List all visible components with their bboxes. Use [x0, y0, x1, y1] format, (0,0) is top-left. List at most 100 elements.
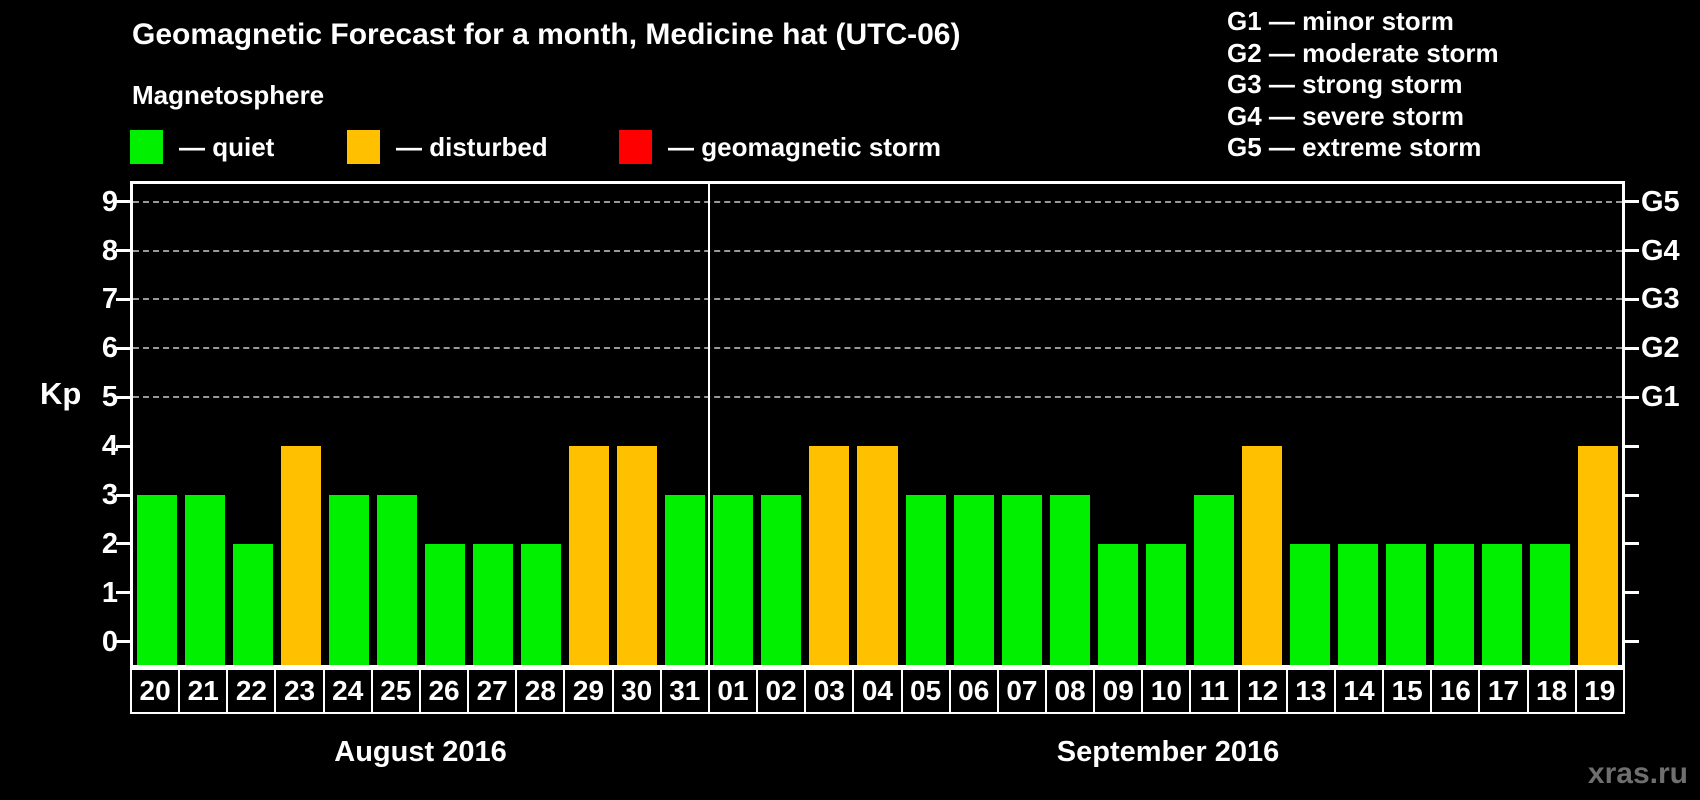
y-tick-label: 3	[101, 479, 118, 511]
day-label-27: 27	[467, 668, 518, 714]
kp-bar-day-26	[425, 543, 466, 665]
gridline-kp-8	[133, 249, 1622, 252]
kp-bar-day-22	[233, 543, 274, 665]
day-label-12: 12	[1237, 668, 1288, 714]
right-axis-label-g5: G5	[1641, 185, 1680, 218]
day-label-21: 21	[178, 668, 229, 714]
y-axis-title: Kp	[40, 376, 82, 411]
right-axis-label-g2: G2	[1641, 332, 1680, 365]
legend-item-label: — quiet	[179, 131, 275, 162]
kp-bar-day-23	[281, 446, 322, 665]
kp-bar-day-28	[521, 543, 562, 665]
kp-bar-day-04	[857, 446, 898, 665]
kp-bar-day-01	[713, 495, 754, 665]
y-axis-tick	[116, 200, 130, 204]
y-axis-tick	[116, 493, 130, 497]
day-label-06: 06	[948, 668, 999, 714]
y-axis-tick	[116, 249, 130, 252]
right-axis-tick	[1625, 493, 1639, 497]
storm-scale-entry: G1 — minor storm	[1227, 6, 1454, 36]
day-axis-row: 20 21 22 23 24 25 26 27 28 29 30 31 01 02 03 04 05 06 07 08…	[130, 668, 1625, 714]
kp-bar-day-24	[329, 495, 370, 665]
right-axis-tick	[1625, 249, 1639, 252]
kp-bar-day-05	[905, 495, 946, 665]
day-label-30: 30	[611, 668, 662, 714]
day-label-20: 20	[130, 668, 181, 714]
day-label-26: 26	[418, 668, 470, 714]
day-label-13: 13	[1285, 668, 1336, 714]
y-tick-label: 8	[101, 234, 118, 267]
y-tick-label: 4	[101, 430, 118, 463]
y-axis-tick	[116, 444, 130, 448]
chart-title: Geomagnetic Forecast for a month, Medici…	[132, 18, 961, 51]
right-axis-tick	[1625, 444, 1639, 448]
legend-heading: Magnetosphere	[132, 80, 325, 110]
y-axis-tick	[116, 297, 130, 301]
kp-bar-day-06	[953, 495, 994, 665]
y-tick-label: 6	[101, 332, 118, 365]
y-axis-tick	[116, 395, 130, 399]
month-divider	[708, 184, 711, 665]
kp-bar-day-15	[1385, 543, 1426, 665]
kp-bar-day-25	[377, 495, 418, 665]
legend-item-label: — disturbed	[396, 131, 548, 162]
kp-bar-day-20	[137, 495, 178, 665]
gridline-kp-9	[133, 200, 1622, 203]
storm-scale-entry: G5 — extreme storm	[1227, 132, 1482, 162]
kp-bar-day-16	[1433, 543, 1474, 665]
legend-item-disturbed: — disturbed	[347, 130, 548, 164]
right-axis-label-g3: G3	[1641, 283, 1680, 316]
day-label-15: 15	[1382, 668, 1433, 714]
kp-bar-day-08	[1049, 495, 1090, 665]
kp-bar-day-21	[185, 495, 226, 665]
right-axis-tick	[1625, 395, 1639, 399]
kp-bar-day-19	[1577, 446, 1618, 665]
y-axis-tick	[116, 346, 130, 350]
gridline-kp-5	[133, 396, 1622, 399]
day-label-04: 04	[852, 668, 903, 714]
kp-bar-day-02	[761, 495, 802, 665]
y-tick-label: 7	[101, 283, 118, 316]
y-tick-label: 9	[101, 185, 118, 218]
day-label-22: 22	[226, 668, 277, 714]
kp-bar-day-11	[1193, 495, 1234, 665]
kp-bar-day-12	[1241, 446, 1282, 665]
kp-bar-day-29	[569, 446, 610, 665]
month-label-august: August 2016	[334, 736, 507, 768]
storm-scale-entry: G3 — strong storm	[1227, 69, 1463, 99]
day-label-07: 07	[996, 668, 1047, 714]
y-tick-label: 0	[101, 625, 118, 658]
y-axis-tick	[116, 542, 130, 546]
day-label-25: 25	[370, 668, 421, 714]
right-axis-tick	[1625, 591, 1639, 595]
disturbed-color-swatch	[347, 130, 380, 164]
day-label-14: 14	[1333, 668, 1385, 714]
kp-bar-day-13	[1289, 543, 1330, 665]
kp-bar-day-14	[1337, 543, 1378, 665]
storm-scale-entry: G2 — moderate storm	[1227, 37, 1499, 68]
day-label-24: 24	[322, 668, 373, 714]
day-label-11: 11	[1189, 668, 1240, 714]
right-axis-tick	[1625, 297, 1639, 301]
kp-bar-day-07	[1001, 495, 1042, 665]
y-axis-tick	[116, 640, 130, 644]
legend-item-storm: — geomagnetic storm	[619, 130, 941, 164]
day-label-31: 31	[659, 668, 710, 714]
day-label-08: 08	[1044, 668, 1096, 714]
kp-bar-day-27	[473, 543, 514, 665]
gridline-kp-7	[133, 298, 1622, 301]
day-label-05: 05	[900, 668, 951, 714]
right-axis-label-g1: G1	[1641, 381, 1680, 414]
day-label-02: 02	[756, 668, 807, 714]
storm-color-swatch	[619, 130, 652, 164]
y-tick-label: 2	[101, 527, 118, 560]
legend-item-label: — geomagnetic storm	[668, 131, 942, 162]
quiet-color-swatch	[130, 130, 163, 164]
day-label-03: 03	[804, 668, 855, 714]
y-tick-label: 5	[101, 381, 118, 414]
right-axis-tick	[1625, 542, 1639, 546]
day-label-16: 16	[1430, 668, 1481, 714]
legend-item-quiet: — quiet	[130, 130, 274, 164]
watermark: xras.ru	[1587, 757, 1688, 790]
